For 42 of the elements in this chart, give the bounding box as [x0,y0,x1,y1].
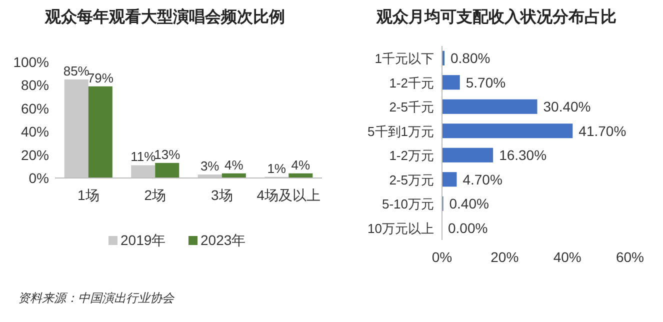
x-tick-label: 0% [432,249,452,265]
data-label: 0.00% [448,220,488,236]
data-label: 16.30% [499,147,547,164]
x-tick-label: 3场 [210,187,233,203]
data-label: 4% [291,157,310,172]
y-tick-label: 20% [20,146,49,163]
y-tick-label: 5-10万元 [382,196,434,212]
y-tick-label: 60% [20,100,49,116]
data-label: 4% [224,157,244,172]
x-tick-label: 20% [490,249,519,265]
data-label: 3% [200,158,220,174]
y-tick-label: 40% [20,124,49,140]
data-label: 1% [267,160,286,176]
x-tick-label: 4场及以上 [256,187,321,203]
y-tick-label: 80% [20,77,49,94]
data-label: 0.40% [449,196,489,212]
data-label: 5.70% [466,74,506,90]
chart-title: 观众月均可支配收入状况分布占比 [376,8,616,26]
y-tick-label: 2-5万元 [389,172,434,188]
legend-label: 2019年 [120,232,166,248]
data-label: 13% [154,146,181,162]
legend-label: 2023年 [200,232,246,248]
y-tick-label: 2-5千元 [389,100,434,115]
y-tick-label: 100% [13,54,49,70]
data-label: 11% [130,149,156,164]
data-label: 30.40% [543,98,591,115]
data-label: 0.80% [450,50,490,66]
y-tick-label: 0% [28,170,49,186]
y-tick-label: 10万元以上 [368,220,434,236]
y-tick-label: 1千元以下 [374,51,434,66]
x-tick-label: 40% [553,249,582,265]
text: 资料来源：中国演出行业协会 [18,291,175,305]
x-tick-label: 2场 [144,187,166,203]
y-tick-label: 1-2万元 [389,148,434,164]
x-tick-label: 1场 [77,187,100,203]
y-tick-label: 1-2千元 [389,75,434,90]
data-label: 85% [63,63,90,78]
chart-title: 观众每年观看大型演唱会频次比例 [44,8,285,26]
y-tick-label: 5千到1万元 [368,124,434,139]
data-label: 4.70% [462,171,502,188]
x-tick-label: 60% [616,249,644,265]
data-label: 41.70% [578,122,626,139]
